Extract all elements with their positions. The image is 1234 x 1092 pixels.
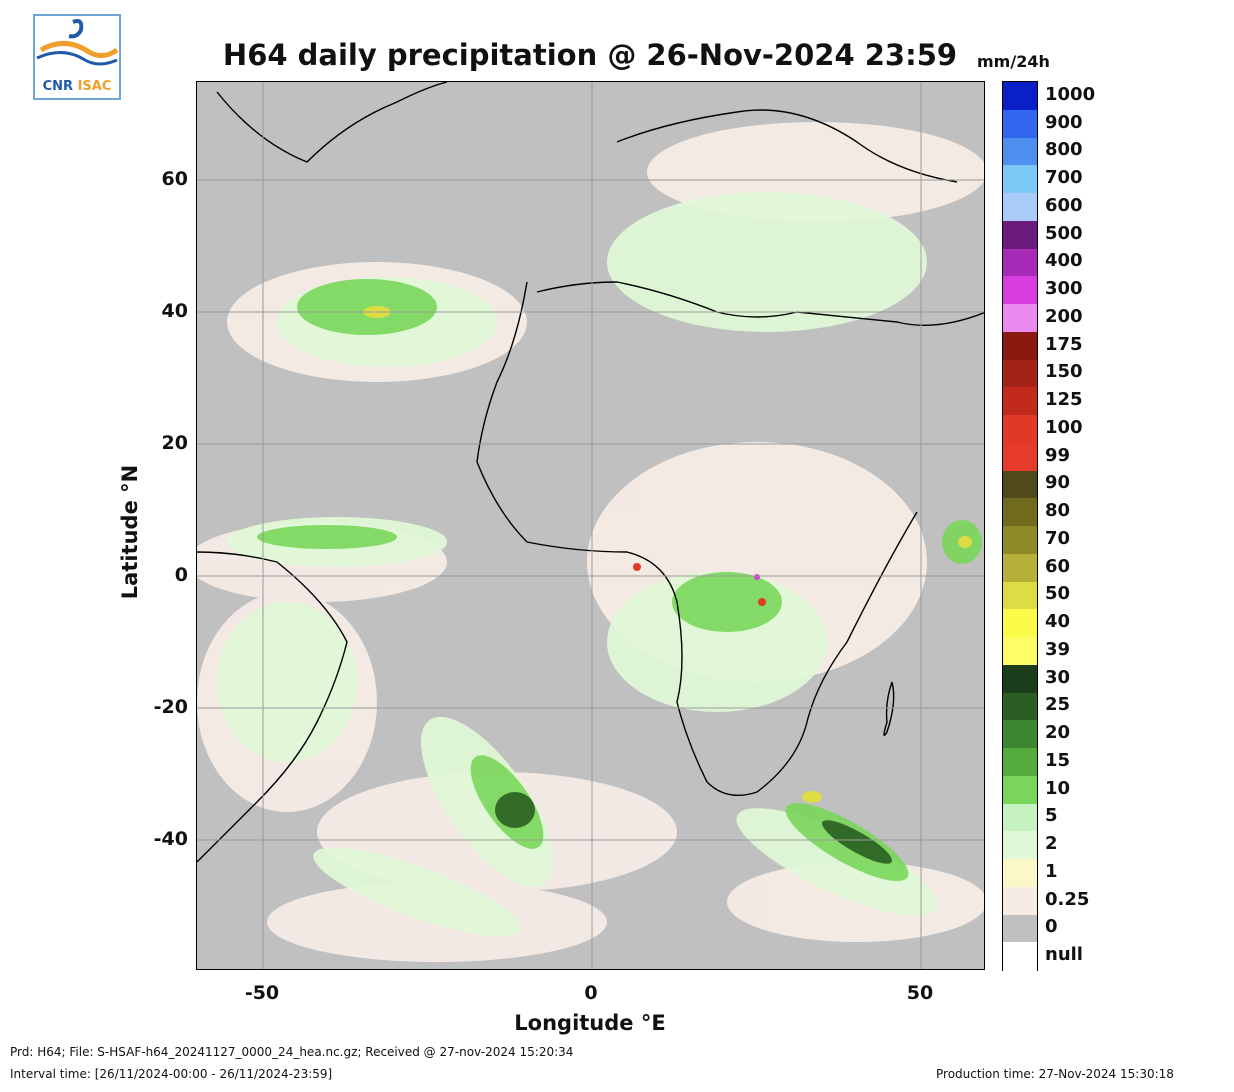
y-axis-label: Latitude °N — [118, 464, 142, 600]
ytick-label: 60 — [161, 168, 188, 190]
ytick-label: 20 — [161, 432, 188, 454]
colorbar-segment — [1003, 193, 1037, 222]
colorbar-label: 5 — [1045, 805, 1058, 827]
colorbar-label: 400 — [1045, 250, 1083, 272]
colorbar-segment — [1003, 359, 1037, 388]
precipitation-map — [196, 81, 985, 970]
colorbar-label: 900 — [1045, 111, 1083, 133]
colorbar-label: 500 — [1045, 222, 1083, 244]
colorbar-label: 15 — [1045, 749, 1071, 771]
colorbar-segment — [1003, 886, 1037, 915]
ytick-label: -40 — [153, 828, 188, 850]
colorbar-segment — [1003, 415, 1037, 444]
footer-production-time: Production time: 27-Nov-2024 15:30:18 — [936, 1067, 1174, 1081]
xtick-label: -50 — [244, 982, 280, 1004]
colorbar-segment — [1003, 553, 1037, 582]
map-canvas — [197, 82, 984, 969]
colorbar-label: 1000 — [1045, 83, 1096, 105]
colorbar-segment — [1003, 692, 1037, 721]
colorbar-label: 0.25 — [1045, 888, 1090, 910]
colorbar-label: 25 — [1045, 694, 1071, 716]
footer-file-info: Prd: H64; File: S-HSAF-h64_20241127_0000… — [10, 1045, 574, 1059]
colorbar-label: 99 — [1045, 444, 1071, 466]
colorbar-segment — [1003, 248, 1037, 277]
colorbar-label: 10 — [1045, 777, 1071, 799]
colorbar-segment — [1003, 720, 1037, 749]
colorbar-label: 600 — [1045, 194, 1083, 216]
colorbar-segment — [1003, 581, 1037, 610]
colorbar-segment — [1003, 137, 1037, 166]
colorbar-segment — [1003, 498, 1037, 527]
colorbar-label: 60 — [1045, 555, 1071, 577]
grid-lines — [197, 82, 984, 969]
colorbar-segment — [1003, 748, 1037, 777]
colorbar-segment — [1003, 304, 1037, 333]
colorbar-label: 0 — [1045, 916, 1058, 938]
colorbar-label: 80 — [1045, 500, 1071, 522]
ytick-label: 0 — [174, 564, 188, 586]
colorbar-segment — [1003, 276, 1037, 305]
ytick-label: 40 — [161, 300, 188, 322]
units-label: mm/24h — [977, 52, 1050, 71]
logo-text-isac: ISAC — [77, 79, 112, 94]
colorbar-label: 150 — [1045, 361, 1083, 383]
colorbar-label: 1 — [1045, 860, 1058, 882]
colorbar-label: 50 — [1045, 583, 1071, 605]
colorbar-segment — [1003, 387, 1037, 416]
x-axis-label: Longitude °E — [514, 1011, 666, 1035]
xtick-label: 0 — [584, 982, 598, 1004]
colorbar-label: null — [1045, 944, 1083, 966]
colorbar-segment — [1003, 442, 1037, 471]
footer-interval: Interval time: [26/11/2024-00:00 - 26/11… — [10, 1067, 333, 1081]
colorbar-label: 200 — [1045, 305, 1083, 327]
ytick-label: -20 — [153, 696, 188, 718]
colorbar-segment — [1003, 526, 1037, 555]
colorbar-label: 90 — [1045, 472, 1071, 494]
colorbar-segment — [1003, 831, 1037, 860]
cnr-isac-logo: CNR ISAC — [33, 14, 121, 100]
colorbar-segment — [1003, 609, 1037, 638]
xtick-label: 50 — [906, 982, 934, 1004]
colorbar-label: 2 — [1045, 833, 1058, 855]
colorbar-segment — [1003, 637, 1037, 666]
colorbar-segment — [1003, 165, 1037, 194]
colorbar-label: 39 — [1045, 638, 1071, 660]
colorbar-segment — [1003, 220, 1037, 249]
colorbar-label: 700 — [1045, 167, 1083, 189]
colorbar-label: 30 — [1045, 666, 1071, 688]
colorbar-label: 175 — [1045, 333, 1083, 355]
colorbar-label: 20 — [1045, 722, 1071, 744]
intense-precip-spots — [363, 306, 972, 803]
colorbar-segment — [1003, 82, 1037, 111]
colorbar-label: 40 — [1045, 611, 1071, 633]
very-heavy-precip-areas — [495, 792, 892, 864]
logo-text: CNR ISAC — [35, 79, 119, 94]
colorbar-label: 300 — [1045, 278, 1083, 300]
colorbar — [1002, 81, 1038, 971]
colorbar-segment — [1003, 331, 1037, 360]
colorbar-segment — [1003, 109, 1037, 138]
logo-emblem-icon — [36, 19, 119, 66]
colorbar-segment — [1003, 859, 1037, 888]
colorbar-segment — [1003, 914, 1037, 943]
chart-title: H64 daily precipitation @ 26-Nov-2024 23… — [222, 38, 958, 72]
colorbar-segment — [1003, 470, 1037, 499]
coastlines — [197, 82, 984, 863]
colorbar-label: 100 — [1045, 416, 1083, 438]
colorbar-segment — [1003, 942, 1037, 971]
colorbar-segment — [1003, 664, 1037, 693]
colorbar-label: 70 — [1045, 527, 1071, 549]
colorbar-segment — [1003, 803, 1037, 832]
colorbar-label: 125 — [1045, 389, 1083, 411]
colorbar-segment — [1003, 775, 1037, 804]
colorbar-label: 800 — [1045, 139, 1083, 161]
logo-text-cnr: CNR — [42, 79, 74, 94]
